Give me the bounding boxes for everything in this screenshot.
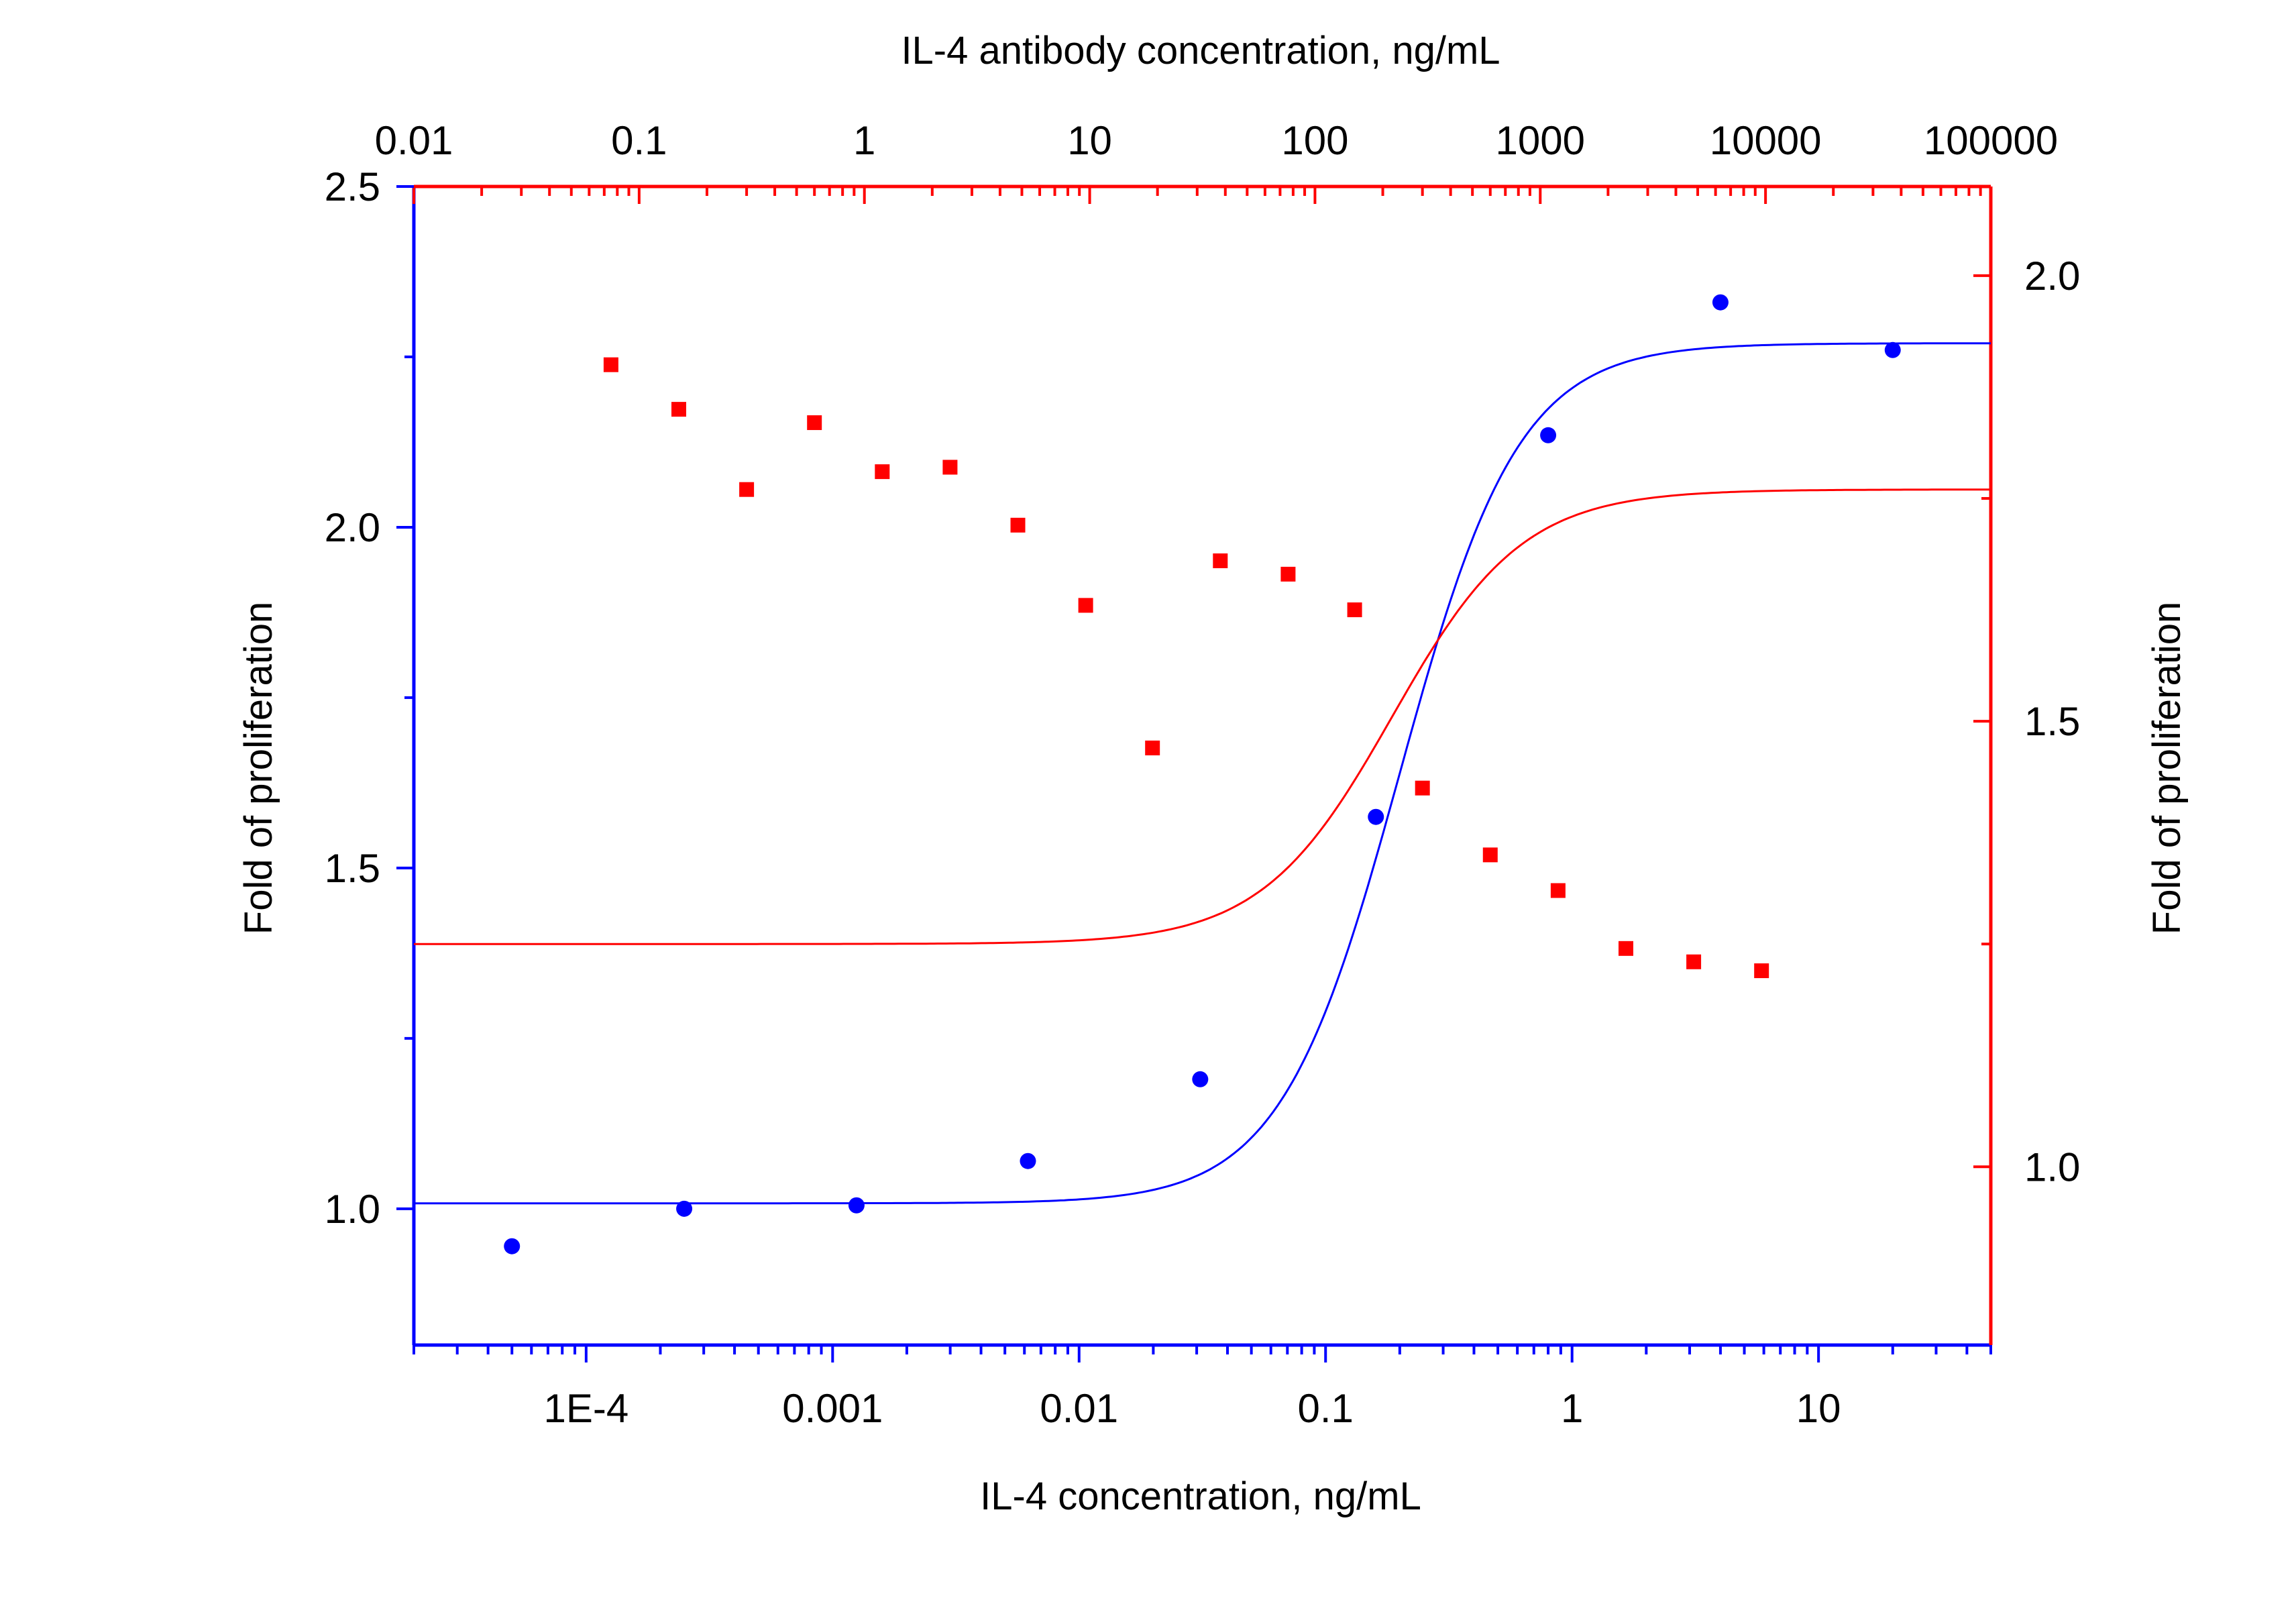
top-axis-tick-label: 100: [1281, 118, 1348, 163]
data-point-antibody: [1347, 602, 1362, 618]
top-axis-tick-label: 1: [853, 118, 875, 163]
left-axis-tick-label: 1.5: [325, 846, 380, 891]
data-point-antibody: [1145, 740, 1160, 755]
top-axis-tick-label: 0.1: [611, 118, 667, 163]
data-point-antibody: [875, 464, 890, 480]
bottom-axis-title: IL-4 concentration, ng/mL: [980, 1475, 1421, 1518]
data-point-il4: [504, 1238, 521, 1254]
bottom-axis-tick-label: 0.01: [1040, 1386, 1118, 1431]
data-point-antibody: [1754, 963, 1769, 979]
data-point-il4: [676, 1200, 693, 1217]
data-point-antibody: [942, 460, 958, 475]
left-axis-tick-label: 1.0: [325, 1187, 380, 1232]
bottom-axis-tick-label: 0.1: [1298, 1386, 1354, 1431]
data-points: [504, 294, 1901, 1254]
data-point-antibody: [1415, 780, 1430, 796]
right-axis-tick-label: 1.0: [2024, 1144, 2080, 1189]
data-point-antibody: [807, 415, 822, 431]
right-axis-tick-label: 2.0: [2024, 254, 2080, 299]
right-axis-tick-label: 1.5: [2024, 699, 2080, 744]
data-point-antibody: [603, 357, 618, 372]
data-point-il4: [1712, 294, 1729, 311]
right-axis-title: Fold of proliferation: [2145, 602, 2189, 934]
bottom-axis-tick-label: 1E-4: [543, 1386, 628, 1431]
left-axis-tick-label: 2.5: [325, 164, 380, 209]
data-point-il4: [1368, 808, 1384, 825]
fit-curve-antibody: [414, 488, 1991, 945]
data-point-antibody: [1078, 598, 1093, 613]
left-axis-title: Fold of proliferation: [237, 602, 280, 934]
left-axis-tick-label: 2.0: [325, 505, 380, 550]
data-point-antibody: [1686, 954, 1702, 969]
top-axis-tick-label: 1000: [1496, 118, 1585, 163]
top-axis-title: IL-4 antibody concentration, ng/mL: [901, 29, 1500, 72]
bottom-axis-tick-label: 1: [1561, 1386, 1583, 1431]
top-axis-tick-label: 0.01: [375, 118, 453, 163]
bottom-axis-tick-label: 10: [1796, 1386, 1841, 1431]
data-point-il4: [848, 1197, 865, 1214]
data-point-antibody: [1213, 553, 1228, 568]
top-axis-tick-label: 100000: [1924, 118, 2058, 163]
data-point-antibody: [671, 402, 686, 417]
bottom-axis-tick-label: 0.001: [782, 1386, 883, 1431]
top-axis-tick-label: 10: [1067, 118, 1112, 163]
data-point-il4: [1192, 1071, 1209, 1087]
data-point-antibody: [1550, 883, 1566, 898]
top-axis-tick-label: 10000: [1710, 118, 1822, 163]
fit-curves: [414, 342, 1991, 1205]
axes-layer: 1E-4 0.001 0.01 0.1 1 10 0.01 0.1 1 10 100 1000 1000…: [325, 118, 2081, 1431]
data-point-antibody: [739, 482, 755, 497]
data-point-antibody: [1618, 941, 1633, 956]
data-point-antibody: [1280, 566, 1296, 582]
fit-curve-il4: [414, 342, 1991, 1205]
data-point-il4: [1020, 1153, 1036, 1169]
data-point-antibody: [1010, 517, 1026, 533]
data-point-il4: [1540, 427, 1557, 443]
data-point-il4: [1884, 341, 1901, 358]
data-point-antibody: [1482, 847, 1498, 863]
